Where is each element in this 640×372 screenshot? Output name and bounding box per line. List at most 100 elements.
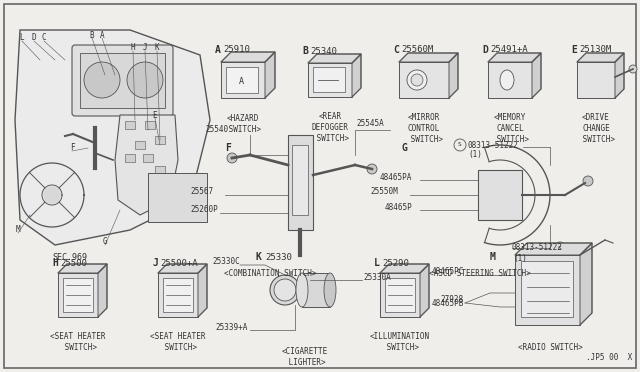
- Bar: [577, 62, 615, 98]
- Text: 08313-51222: 08313-51222: [468, 141, 519, 150]
- Polygon shape: [44, 187, 60, 203]
- Bar: [80, 53, 165, 108]
- Polygon shape: [515, 243, 592, 255]
- Text: B: B: [302, 46, 308, 56]
- Polygon shape: [380, 264, 429, 273]
- Bar: [226, 67, 258, 93]
- FancyBboxPatch shape: [72, 45, 173, 116]
- Text: H: H: [52, 258, 58, 268]
- Text: SEC.969: SEC.969: [52, 253, 88, 263]
- Text: E: E: [571, 45, 577, 55]
- Text: 27928: 27928: [441, 295, 464, 305]
- Text: 25130M: 25130M: [579, 45, 611, 55]
- Bar: [125, 121, 135, 129]
- Text: 25540: 25540: [205, 125, 228, 135]
- Bar: [380, 273, 420, 317]
- Text: J: J: [152, 258, 158, 268]
- Ellipse shape: [274, 279, 296, 301]
- Text: 25545A: 25545A: [356, 119, 384, 128]
- Bar: [63, 278, 93, 312]
- Bar: [515, 255, 580, 325]
- Text: B: B: [90, 31, 94, 39]
- Text: 25560M: 25560M: [401, 45, 433, 55]
- Text: (1): (1): [468, 151, 482, 160]
- Text: 48465PA: 48465PA: [380, 173, 412, 182]
- Polygon shape: [58, 264, 107, 273]
- Polygon shape: [198, 264, 207, 317]
- Text: G: G: [102, 237, 108, 247]
- Bar: [313, 67, 345, 92]
- Bar: [308, 63, 352, 97]
- Text: <MEMORY
CANCEL
 SWITCH>: <MEMORY CANCEL SWITCH>: [492, 113, 529, 144]
- Text: <MIRROR
CONTROL
 SWITCH>: <MIRROR CONTROL SWITCH>: [406, 113, 442, 144]
- Bar: [155, 166, 165, 174]
- Text: <CIGARETTE
 LIGHTER>: <CIGARETTE LIGHTER>: [282, 347, 328, 367]
- Polygon shape: [420, 264, 429, 317]
- Polygon shape: [221, 52, 275, 62]
- Polygon shape: [352, 54, 361, 97]
- Circle shape: [407, 70, 427, 90]
- Text: 25500: 25500: [60, 259, 87, 267]
- Bar: [221, 62, 265, 98]
- Ellipse shape: [270, 275, 300, 305]
- Text: J: J: [143, 44, 147, 52]
- Bar: [145, 121, 155, 129]
- Text: H: H: [131, 44, 135, 52]
- Text: A: A: [239, 77, 243, 86]
- Text: S: S: [458, 142, 462, 148]
- Polygon shape: [449, 53, 458, 98]
- Text: 48465PC: 48465PC: [431, 267, 464, 276]
- Text: 25330: 25330: [265, 253, 292, 262]
- Polygon shape: [308, 54, 361, 63]
- Text: C: C: [42, 33, 46, 42]
- Bar: [399, 62, 449, 98]
- Polygon shape: [158, 264, 207, 273]
- Text: G: G: [402, 143, 408, 153]
- Text: .JP5 00  X: .JP5 00 X: [586, 353, 632, 362]
- Text: S: S: [558, 246, 562, 250]
- Text: M: M: [490, 252, 496, 262]
- Text: <RADIO SWITCH>: <RADIO SWITCH>: [518, 343, 582, 352]
- Bar: [125, 154, 135, 162]
- Circle shape: [583, 176, 593, 186]
- Circle shape: [84, 62, 120, 98]
- Polygon shape: [98, 264, 107, 317]
- Polygon shape: [488, 53, 541, 62]
- Bar: [488, 62, 532, 98]
- Bar: [135, 141, 145, 149]
- Circle shape: [227, 153, 237, 163]
- Polygon shape: [615, 53, 624, 98]
- Bar: [163, 278, 193, 312]
- Bar: [288, 135, 313, 230]
- Text: F: F: [225, 143, 231, 153]
- Text: 25910: 25910: [223, 45, 250, 55]
- Text: 25500+A: 25500+A: [160, 259, 198, 267]
- Text: D: D: [32, 33, 36, 42]
- Text: C: C: [393, 45, 399, 55]
- Text: 48465P: 48465P: [385, 202, 413, 212]
- Text: 25339+A: 25339+A: [216, 323, 248, 331]
- Text: E: E: [153, 110, 157, 119]
- Text: 25260P: 25260P: [190, 205, 218, 214]
- Text: 25567: 25567: [190, 186, 213, 196]
- Text: <DRIVE
CHANGE
 SWITCH>: <DRIVE CHANGE SWITCH>: [577, 113, 614, 144]
- Bar: [521, 261, 573, 317]
- Circle shape: [411, 74, 423, 86]
- Polygon shape: [577, 53, 624, 62]
- Bar: [385, 278, 415, 312]
- Polygon shape: [265, 52, 275, 98]
- Text: <ILLUMINATION
 SWITCH>: <ILLUMINATION SWITCH>: [370, 332, 430, 352]
- Ellipse shape: [500, 70, 514, 90]
- Text: 25330C: 25330C: [212, 257, 240, 266]
- Circle shape: [367, 164, 377, 174]
- Text: <HAZARD
 SWITCH>: <HAZARD SWITCH>: [225, 114, 262, 134]
- Text: K: K: [255, 252, 261, 262]
- Bar: [302, 273, 330, 307]
- Text: 25330A: 25330A: [363, 273, 391, 282]
- Polygon shape: [580, 243, 592, 325]
- Text: <SEAT HEATER
 SWITCH>: <SEAT HEATER SWITCH>: [51, 332, 106, 352]
- Bar: [158, 273, 198, 317]
- Polygon shape: [399, 53, 458, 62]
- FancyBboxPatch shape: [148, 173, 207, 222]
- Text: A: A: [215, 45, 221, 55]
